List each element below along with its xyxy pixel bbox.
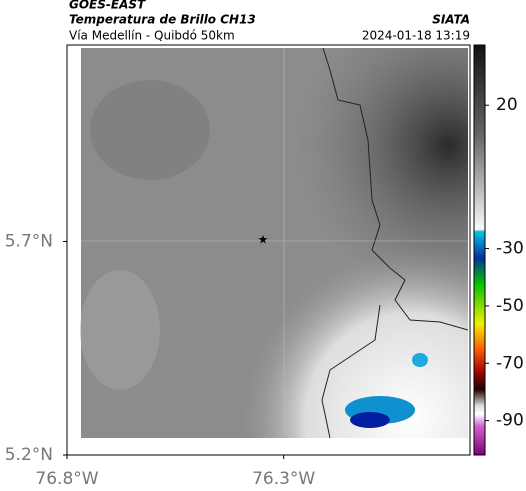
y-tick-label: 5.2°N <box>5 445 53 465</box>
title: Temperatura de Brillo CH13 <box>69 13 256 27</box>
colorbar-tick-label: -90 <box>496 411 524 431</box>
source: SIATA <box>432 13 470 27</box>
satellite-image: ★ <box>80 47 469 439</box>
colorbar-tick-label: -30 <box>496 239 524 259</box>
svg-text:★: ★ <box>258 233 269 247</box>
colorbar-tick-label: -50 <box>496 296 524 316</box>
y-tick-label: 5.7°N <box>5 231 53 251</box>
datetime: 2024-01-18 13:19 <box>362 29 470 43</box>
colorbar-tick-label: 20 <box>496 95 518 115</box>
colorbar <box>473 44 486 456</box>
x-tick-label: 76.3°W <box>252 469 315 489</box>
x-tick-label: 76.8°W <box>35 469 98 489</box>
subtitle: Vía Medellín - Quibdó 50km <box>69 29 235 43</box>
colorbar-tick-label: -70 <box>496 353 524 373</box>
product: GOES-EAST <box>69 0 146 12</box>
